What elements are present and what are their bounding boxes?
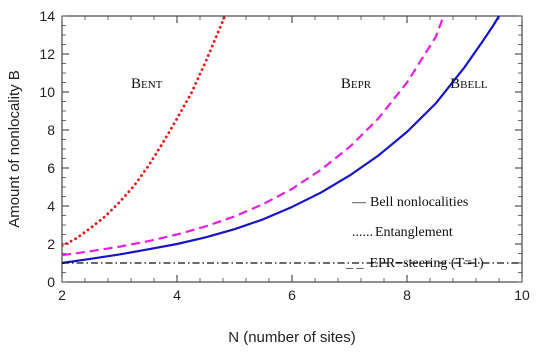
legend-text-bell: Bell nonlocalities bbox=[370, 195, 468, 210]
y-tick-label: 12 bbox=[39, 46, 55, 62]
y-tick-label: 8 bbox=[47, 122, 55, 138]
y-tick-label: 6 bbox=[47, 160, 55, 176]
x-tick-label: 6 bbox=[288, 287, 296, 303]
y-tick-label: 10 bbox=[39, 84, 55, 100]
plot-frame bbox=[61, 15, 523, 283]
curve-label-rest: ENT bbox=[141, 79, 163, 91]
legend-entry-epr: _ _ EPR−steering (T=1) bbox=[345, 256, 484, 271]
curve-label-epr: BEPR bbox=[341, 76, 372, 92]
legend-glyph-ent: ...... bbox=[352, 225, 373, 240]
curve-label-initial: B bbox=[450, 76, 460, 92]
curve-label-bell: BBELL bbox=[450, 76, 488, 92]
x-tick-label: 2 bbox=[58, 287, 66, 303]
curve-label-initial: B bbox=[341, 76, 351, 92]
y-tick-label: 14 bbox=[39, 8, 55, 24]
curve-label-initial: B bbox=[131, 76, 141, 92]
legend-entry-ent: ...... Entanglement bbox=[352, 225, 453, 240]
series-line-ent bbox=[62, 16, 227, 248]
legend-text-epr: EPR−steering (T=1) bbox=[370, 256, 484, 271]
y-axis-label: Amount of nonlocality B bbox=[6, 70, 23, 228]
legend-text-ent: Entanglement bbox=[375, 225, 453, 240]
curve-label-rest: EPR bbox=[351, 79, 372, 91]
curve-label-ent: BENT bbox=[131, 76, 163, 92]
legend-glyph-epr: _ _ bbox=[345, 256, 365, 271]
legend-glyph-bell: — bbox=[351, 195, 367, 210]
legend: — Bell nonlocalities ...... Entanglement _… bbox=[345, 195, 484, 271]
x-tick-label: 10 bbox=[514, 287, 530, 303]
y-tick-label: 4 bbox=[47, 198, 55, 214]
series-line-bell bbox=[62, 16, 501, 265]
curve-label-rest: BELL bbox=[460, 79, 488, 91]
y-tick-label: 0 bbox=[47, 274, 55, 290]
x-axis-label: N (number of sites) bbox=[228, 329, 356, 346]
series-line-epr bbox=[62, 16, 445, 257]
x-tick-label: 4 bbox=[173, 287, 181, 303]
y-tick-label: 2 bbox=[47, 236, 55, 252]
x-tick-label: 8 bbox=[403, 287, 411, 303]
curve-labels: BENT BEPR BBELL bbox=[131, 76, 488, 92]
legend-entry-bell: — Bell nonlocalities bbox=[351, 195, 468, 210]
curves bbox=[62, 16, 522, 265]
